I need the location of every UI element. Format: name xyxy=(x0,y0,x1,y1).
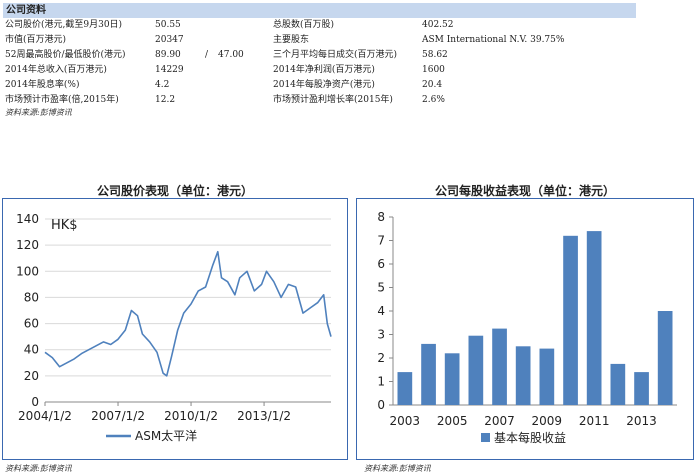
legend-label: 基本每股收益 xyxy=(494,430,566,445)
info-cell-l2: 主要股东 xyxy=(273,35,310,45)
y-tick-label: 40 xyxy=(24,343,39,357)
info-cell-v2: 20.4 xyxy=(422,80,443,90)
eps-chart: 0 1 2 3 4 5 6 7 8 2003 2005 2007 2009 2011 2013 基本每股收益 xyxy=(356,198,694,460)
info-cell-sep: / xyxy=(205,50,209,60)
bar-2010 xyxy=(563,235,578,405)
y-tick-label: 8 xyxy=(377,210,385,224)
company-info-header: 公司资料 xyxy=(3,3,636,18)
y-tick-label: 120 xyxy=(16,238,39,252)
y-tick-label: 20 xyxy=(24,369,39,383)
info-cell-v1: 4.2 xyxy=(155,80,170,90)
series-line-asm xyxy=(44,250,332,377)
x-tick-label: 2010/1/2 xyxy=(164,409,218,423)
bar-2003 xyxy=(397,372,413,405)
info-row: 市场预计市盈率(倍,2015年) 12.2 市场预计盈利增长率(2015年) 2.6% xyxy=(0,93,640,108)
info-cell-v2: ASM International N.V. 39.75% xyxy=(422,35,565,45)
info-cell-l1: 52周最高股价/最低股价(港元) xyxy=(5,50,126,60)
info-cell-l2: 总股数(百万股) xyxy=(273,20,335,30)
info-cell-v1: 89.90 xyxy=(155,50,181,60)
info-cell-l1: 2014年总收入(百万港元) xyxy=(5,65,107,75)
left-chart-source: 资料来源:彭博资讯 xyxy=(5,464,72,473)
info-cell-l1: 2014年股息率(%) xyxy=(5,80,80,90)
info-row: 市值(百万港元) 20347 主要股东 ASM International N.V. … xyxy=(0,33,640,48)
info-row: 52周最高股价/最低股价(港元) 89.90 / 47.00 三个月平均每日成交(百万港… xyxy=(0,48,640,63)
right-chart-source: 资料来源:彭博资讯 xyxy=(364,464,431,473)
bar-2013 xyxy=(634,372,649,405)
y-tick-label: 80 xyxy=(24,290,39,304)
bar-2006 xyxy=(468,335,484,405)
y-tick-label: 3 xyxy=(377,328,385,342)
legend-swatch xyxy=(481,433,490,442)
x-tick-label: 2005 xyxy=(437,414,468,428)
unit-label: HK$ xyxy=(51,218,78,233)
bar-2012 xyxy=(610,363,626,405)
info-row: 2014年总收入(百万港元) 14229 2014年净利润(百万港元) 1600 xyxy=(0,63,640,78)
info-cell-v1: 50.55 xyxy=(155,20,181,30)
y-tick-label: 1 xyxy=(377,375,385,389)
bar-2007 xyxy=(492,328,507,405)
info-cell-l2: 2014年净利润(百万港元) xyxy=(273,65,375,75)
y-tick-label: 5 xyxy=(377,281,385,295)
info-cell-l1: 公司股价(港元,截至9月30日) xyxy=(5,20,123,30)
y-tick-label: 0 xyxy=(377,398,385,412)
eps-chart-svg: 0 1 2 3 4 5 6 7 8 2003 2005 2007 2009 2011 2013 基本每股收益 xyxy=(377,210,677,445)
bar-2004 xyxy=(421,343,436,405)
left-chart-title: 公司股价表现（单位：港元） xyxy=(96,184,253,198)
x-tick-label: 2004/1/2 xyxy=(18,409,72,423)
info-source: 资料来源:彭博资讯 xyxy=(5,108,72,117)
x-tick-label: 2003 xyxy=(390,414,421,428)
info-cell-l2: 市场预计盈利增长率(2015年) xyxy=(273,95,393,105)
bar-2008 xyxy=(515,346,531,406)
info-cell-l1: 市场预计市盈率(倍,2015年) xyxy=(5,95,119,105)
y-tick-label: 7 xyxy=(377,234,385,248)
x-tick-label: 2007 xyxy=(484,414,515,428)
info-cell-l2: 2014年每股净资产(港元) xyxy=(273,80,375,90)
x-tick-label: 2007/1/2 xyxy=(91,409,145,423)
info-cell-v1b: 47.00 xyxy=(218,50,244,60)
y-tick-label: 140 xyxy=(16,212,39,226)
x-tick-label: 2013 xyxy=(626,414,657,428)
x-tick-label: 2009 xyxy=(532,414,563,428)
info-cell-v2: 2.6% xyxy=(422,95,445,105)
info-cell-v2: 1600 xyxy=(422,65,445,75)
info-cell-v1: 14229 xyxy=(155,65,184,75)
info-cell-v1: 12.2 xyxy=(155,95,176,105)
info-cell-v2: 402.52 xyxy=(422,20,454,30)
bar-2014 xyxy=(657,311,673,405)
bar-2009 xyxy=(539,348,555,405)
y-tick-label: 60 xyxy=(24,317,39,331)
info-cell-v2: 58.62 xyxy=(422,50,448,60)
bar-2005 xyxy=(444,353,460,405)
legend-label: ASM太平洋 xyxy=(135,428,197,443)
info-cell-l1: 市值(百万港元) xyxy=(5,35,67,45)
y-tick-label: 6 xyxy=(377,257,385,271)
right-chart-title: 公司每股收益表现（单位：港元） xyxy=(434,184,615,198)
y-tick-label: 2 xyxy=(377,351,385,365)
x-tick-label: 2011 xyxy=(579,414,610,428)
x-tick-label: 2013/1/2 xyxy=(237,409,291,423)
bar-2011 xyxy=(586,231,602,405)
y-tick-label: 0 xyxy=(31,395,39,409)
info-row: 公司股价(港元,截至9月30日) 50.55 总股数(百万股) 402.52 xyxy=(0,18,640,33)
y-tick-label: 100 xyxy=(16,264,39,278)
stock-price-chart: 0 20 40 60 80 100 120 140 2004/1/2 2007/1/2 2010/1… xyxy=(2,198,348,460)
info-cell-l2: 三个月平均每日成交(百万港元) xyxy=(273,50,398,60)
stock-price-chart-svg: 0 20 40 60 80 100 120 140 2004/1/2 2007/1/2 2010/1… xyxy=(16,212,332,443)
y-tick-label: 4 xyxy=(377,304,385,318)
info-cell-v1: 20347 xyxy=(155,35,184,45)
info-row: 2014年股息率(%) 4.2 2014年每股净资产(港元) 20.4 xyxy=(0,78,640,93)
